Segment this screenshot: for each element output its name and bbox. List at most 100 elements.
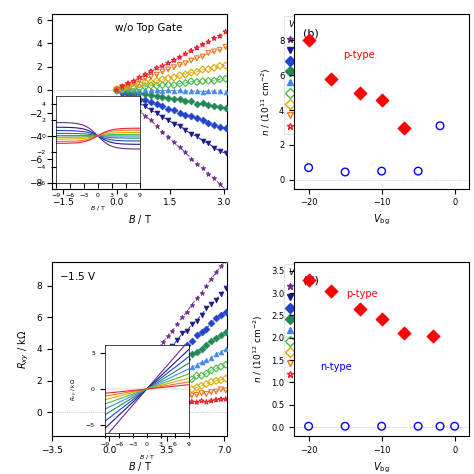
Point bbox=[115, 402, 123, 410]
Point bbox=[305, 422, 312, 430]
Point bbox=[106, 409, 113, 416]
Point bbox=[327, 287, 334, 295]
Point bbox=[140, 402, 147, 410]
Point bbox=[154, 400, 162, 407]
Point bbox=[169, 365, 176, 373]
Point bbox=[149, 390, 157, 398]
Point bbox=[135, 377, 142, 384]
Point bbox=[136, 81, 143, 88]
Point bbox=[130, 392, 137, 400]
Point bbox=[216, 103, 224, 110]
Point bbox=[106, 409, 113, 416]
Point bbox=[136, 100, 143, 107]
Point bbox=[178, 330, 186, 337]
Point bbox=[205, 77, 212, 85]
Legend: +20, +15, +10, +5, 0, -5, -10, -15, -20: +20, +15, +10, +5, 0, -5, -10, -15, -20 bbox=[284, 16, 315, 134]
Point bbox=[159, 68, 166, 75]
Point bbox=[149, 385, 157, 393]
Point bbox=[210, 64, 218, 72]
Point bbox=[188, 364, 196, 371]
Text: (d): (d) bbox=[303, 276, 319, 286]
Point bbox=[222, 386, 229, 394]
Point bbox=[125, 402, 133, 410]
Point bbox=[173, 350, 181, 358]
Point bbox=[217, 385, 225, 393]
Point bbox=[164, 397, 172, 405]
Point bbox=[164, 74, 172, 82]
Point bbox=[176, 80, 183, 87]
Point bbox=[187, 47, 195, 55]
Point bbox=[124, 82, 132, 90]
Point bbox=[210, 174, 218, 182]
Point bbox=[130, 97, 137, 104]
Point bbox=[130, 401, 137, 409]
Point bbox=[120, 407, 128, 415]
Point bbox=[198, 389, 205, 397]
Point bbox=[198, 289, 205, 297]
Point bbox=[188, 301, 196, 309]
Point bbox=[154, 389, 162, 396]
Point bbox=[141, 87, 149, 94]
Point bbox=[210, 35, 218, 42]
Point bbox=[202, 282, 210, 289]
Point bbox=[106, 409, 113, 416]
Point bbox=[153, 109, 161, 117]
Legend: +20, +15, +10, +5, 0, -5, -10, -15, -20: +20, +15, +10, +5, 0, -5, -10, -15, -20 bbox=[284, 264, 315, 381]
Text: p-type: p-type bbox=[346, 289, 378, 299]
Point bbox=[135, 396, 142, 403]
Point bbox=[124, 85, 132, 93]
Point bbox=[130, 403, 137, 411]
Point bbox=[110, 405, 118, 413]
Point bbox=[145, 392, 152, 400]
Point bbox=[212, 350, 220, 358]
Point bbox=[202, 370, 210, 377]
Point bbox=[193, 399, 201, 406]
Point bbox=[106, 409, 113, 417]
Point bbox=[182, 97, 189, 105]
Point bbox=[118, 83, 126, 91]
Point bbox=[356, 89, 364, 96]
Point bbox=[140, 379, 147, 386]
Point bbox=[140, 403, 147, 411]
Point bbox=[120, 402, 128, 410]
Point bbox=[210, 48, 218, 55]
Point bbox=[106, 408, 113, 416]
Point bbox=[182, 111, 189, 118]
Point bbox=[173, 389, 181, 397]
Point bbox=[173, 381, 181, 389]
Point bbox=[125, 385, 133, 393]
Point bbox=[130, 79, 137, 87]
Point bbox=[147, 107, 155, 114]
Point bbox=[130, 82, 137, 90]
Point bbox=[216, 123, 224, 130]
Point bbox=[193, 348, 201, 356]
Point bbox=[182, 59, 189, 67]
Point bbox=[193, 55, 201, 62]
Point bbox=[217, 376, 225, 384]
Point bbox=[193, 88, 201, 95]
Point bbox=[183, 366, 191, 374]
Point bbox=[159, 386, 166, 394]
X-axis label: $B$ / T: $B$ / T bbox=[128, 213, 152, 226]
Point bbox=[178, 346, 186, 353]
Point bbox=[145, 375, 152, 383]
Point bbox=[222, 43, 229, 51]
Point bbox=[130, 383, 137, 390]
Point bbox=[198, 328, 205, 336]
Point bbox=[118, 88, 126, 96]
Point bbox=[176, 72, 183, 79]
Point bbox=[176, 96, 183, 103]
Point bbox=[170, 95, 178, 103]
Point bbox=[164, 377, 172, 385]
Point bbox=[356, 305, 364, 312]
Point bbox=[208, 275, 215, 283]
Point bbox=[136, 73, 143, 81]
Point bbox=[193, 100, 201, 108]
Point bbox=[113, 86, 120, 94]
Point bbox=[451, 422, 458, 430]
Point bbox=[182, 126, 189, 134]
Point bbox=[216, 32, 224, 40]
Point bbox=[198, 311, 205, 319]
Point bbox=[178, 394, 186, 402]
Point bbox=[124, 82, 132, 90]
